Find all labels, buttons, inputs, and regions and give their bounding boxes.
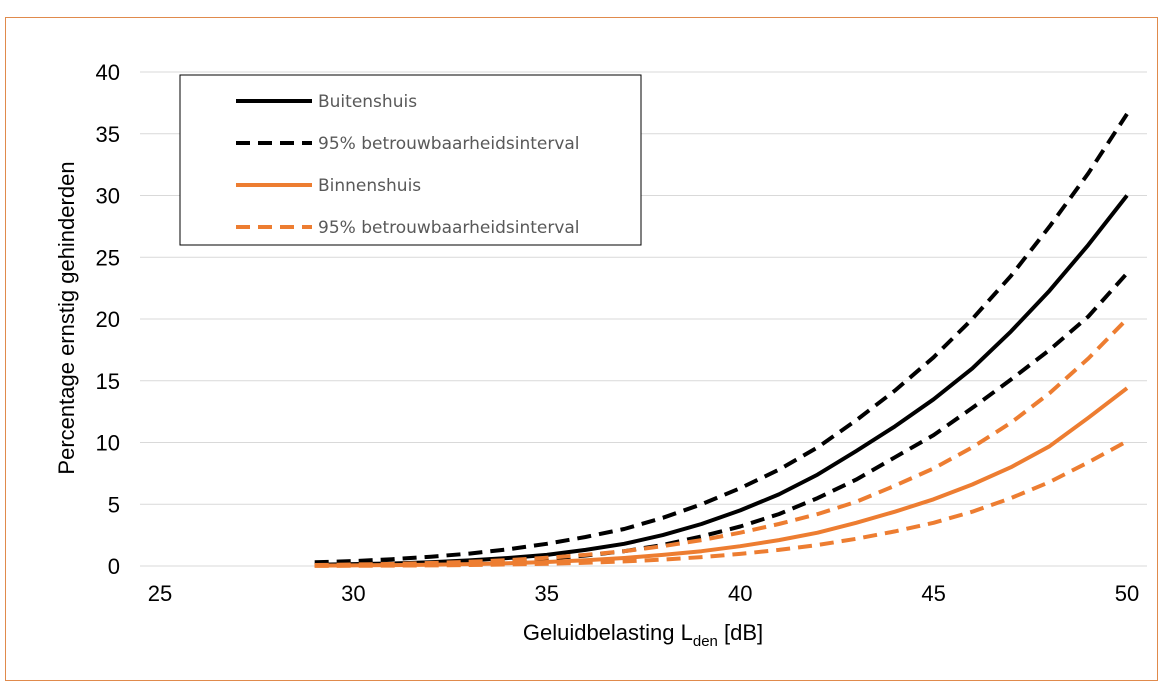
x-axis-title-subscript: den — [693, 633, 718, 650]
y-tick-label: 5 — [108, 492, 120, 517]
y-axis-title: Percentage ernstig gehinderden — [54, 161, 79, 474]
legend-label: Binnenshuis — [318, 176, 421, 196]
y-tick-label: 0 — [108, 554, 120, 579]
x-tick-label: 50 — [1115, 581, 1139, 606]
series-line-4 — [314, 317, 1129, 567]
y-tick-label: 25 — [96, 245, 120, 270]
legend: Buitenshuis 95% betrouwbaarheidsinterval B… — [179, 74, 642, 246]
legend-label: 95% betrouwbaarheidsinterval — [318, 134, 580, 154]
y-tick-label: 20 — [96, 307, 120, 332]
x-tick-label: 45 — [921, 581, 945, 606]
series-line-3 — [314, 386, 1129, 568]
y-tick-label: 30 — [96, 184, 120, 209]
legend-box — [179, 74, 642, 246]
y-tick-labels: 0 5 10 15 20 25 30 35 40 — [96, 60, 120, 579]
x-axis-title-suffix: [dB] — [718, 620, 763, 645]
y-tick-label: 40 — [96, 60, 120, 85]
x-tick-label: 40 — [728, 581, 752, 606]
y-tick-label: 15 — [96, 369, 120, 394]
x-tick-labels: 25 30 35 40 45 50 — [148, 581, 1139, 606]
x-axis-title: Geluidbelasting Lden [dB] — [523, 620, 763, 650]
x-tick-label: 25 — [148, 581, 172, 606]
series-line-5 — [314, 439, 1128, 568]
x-tick-label: 35 — [535, 581, 559, 606]
y-tick-label: 35 — [96, 122, 120, 147]
series-line-0 — [314, 194, 1129, 567]
legend-label: Buitenshuis — [318, 92, 417, 112]
x-tick-label: 30 — [341, 581, 365, 606]
legend-label: 95% betrouwbaarheidsinterval — [318, 218, 580, 238]
series-line-1 — [314, 112, 1129, 565]
x-axis-title-main: Geluidbelasting L — [523, 620, 693, 645]
series-line-2 — [314, 271, 1129, 568]
data-series — [314, 112, 1129, 568]
y-tick-label: 10 — [96, 431, 120, 456]
gridlines — [140, 71, 1147, 567]
